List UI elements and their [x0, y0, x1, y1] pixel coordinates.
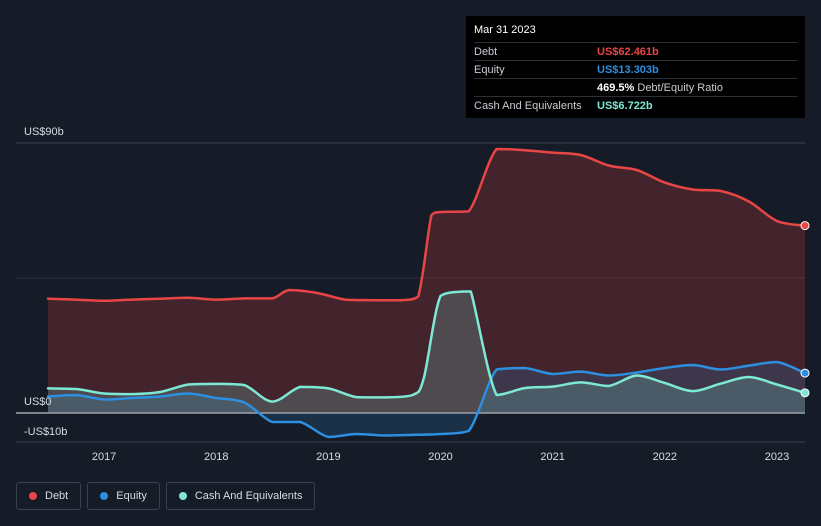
- tooltip-row-equity: Equity US$13.303b: [474, 60, 797, 78]
- legend-label-debt: Debt: [45, 490, 69, 502]
- legend-item-cash[interactable]: Cash And Equivalents: [165, 482, 316, 510]
- x-tick-label: 2019: [316, 451, 340, 463]
- endpoint-debt: [800, 221, 810, 231]
- tooltip-debt-label: Debt: [474, 45, 498, 58]
- line-debt: [46, 147, 807, 303]
- area-equity: [48, 362, 805, 437]
- tooltip-row-ratio: 469.5% Debt/Equity Ratio: [474, 78, 797, 96]
- tooltip-equity-value: US$13.303b: [597, 63, 659, 76]
- y-tick-label: US$90b: [24, 126, 64, 138]
- area-debt: [48, 149, 805, 413]
- y-tick-label: -US$10b: [24, 426, 67, 438]
- x-tick-label: 2018: [204, 451, 228, 463]
- debt-legend-dot-icon: [29, 492, 37, 500]
- endpoint-equity: [800, 368, 810, 378]
- gridlines: [16, 142, 805, 443]
- tooltip-ratio: 469.5% Debt/Equity Ratio: [597, 82, 723, 94]
- tooltip-cash-value: US$6.722b: [597, 99, 653, 112]
- tooltip-panel: Mar 31 2023 Debt US$62.461b Equity US$13…: [466, 16, 805, 118]
- series-areas: [48, 149, 805, 437]
- line-cash: [46, 290, 807, 403]
- area-cash: [48, 291, 805, 413]
- y-tick-labels: US$90b US$0 -US$10b: [24, 126, 67, 438]
- tooltip-row-cash: Cash And Equivalents US$6.722b: [474, 96, 797, 114]
- series-endpoints: [800, 221, 810, 398]
- x-tick-label: 2017: [92, 451, 116, 463]
- tooltip-debt-value: US$62.461b: [597, 45, 659, 58]
- line-equity: [46, 360, 807, 439]
- x-tick-label: 2021: [540, 451, 564, 463]
- equity-legend-dot-icon: [100, 492, 109, 500]
- chart-plot-background: [16, 142, 805, 442]
- series-lines: [46, 147, 807, 439]
- endpoint-cash: [800, 388, 810, 398]
- x-tick-label: 2020: [428, 451, 452, 463]
- legend-item-debt[interactable]: Debt: [16, 482, 82, 510]
- tooltip-date: Mar 31 2023: [474, 24, 536, 36]
- chart-legend: Debt Equity Cash And Equivalents: [16, 482, 316, 510]
- tooltip-ratio-label: Debt/Equity Ratio: [637, 81, 723, 94]
- x-tick-label: 2022: [653, 451, 677, 463]
- legend-item-equity[interactable]: Equity: [87, 482, 160, 510]
- legend-label-equity: Equity: [116, 490, 147, 502]
- tooltip-cash-label: Cash And Equivalents: [474, 99, 582, 112]
- y-tick-label: US$0: [24, 396, 52, 408]
- tooltip-row-debt: Debt US$62.461b: [474, 42, 797, 60]
- x-tick-labels: 2017 2018 2019 2020 2021 2022 2023: [92, 451, 789, 463]
- tooltip-ratio-value: 469.5%: [597, 81, 635, 94]
- legend-label-cash: Cash And Equivalents: [194, 490, 303, 502]
- tooltip-equity-label: Equity: [474, 63, 505, 76]
- cash-legend-dot-icon: [178, 492, 187, 500]
- x-tick-label: 2023: [765, 451, 789, 463]
